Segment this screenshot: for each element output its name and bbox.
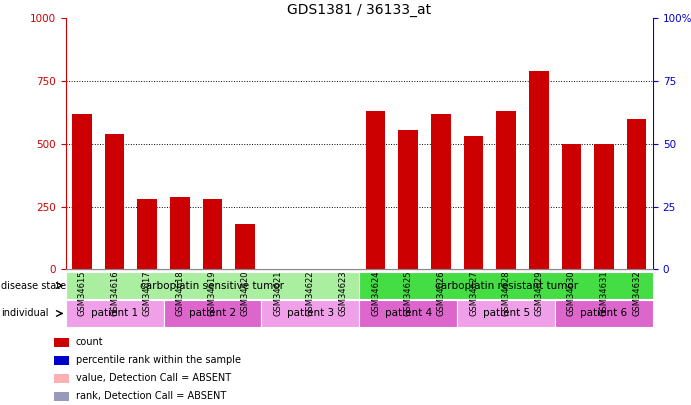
Text: percentile rank within the sample: percentile rank within the sample <box>76 355 240 365</box>
Text: carboplatin sensitive tumor: carboplatin sensitive tumor <box>140 281 285 290</box>
Bar <box>359 272 653 299</box>
Bar <box>54 373 69 382</box>
Text: patient 3: patient 3 <box>287 309 334 318</box>
Bar <box>138 199 157 269</box>
Bar <box>202 199 223 269</box>
Bar <box>66 300 164 327</box>
Bar <box>399 130 418 269</box>
Bar <box>594 144 614 269</box>
Text: carboplatin resistant tumor: carboplatin resistant tumor <box>435 281 578 290</box>
Text: count: count <box>76 337 103 347</box>
Text: rank, Detection Call = ABSENT: rank, Detection Call = ABSENT <box>76 391 226 401</box>
Bar <box>464 136 483 269</box>
Bar <box>164 300 261 327</box>
Bar <box>54 338 69 347</box>
Bar <box>627 119 647 269</box>
Bar <box>366 111 386 269</box>
Text: patient 5: patient 5 <box>482 309 530 318</box>
Title: GDS1381 / 36133_at: GDS1381 / 36133_at <box>287 3 431 17</box>
Bar <box>359 300 457 327</box>
Bar <box>236 224 255 269</box>
Bar <box>496 111 516 269</box>
Bar <box>555 300 653 327</box>
Bar <box>529 71 549 269</box>
Bar <box>54 392 69 401</box>
Bar <box>261 300 359 327</box>
Text: patient 6: patient 6 <box>580 309 627 318</box>
Text: patient 4: patient 4 <box>385 309 432 318</box>
Bar <box>105 134 124 269</box>
Text: value, Detection Call = ABSENT: value, Detection Call = ABSENT <box>76 373 231 383</box>
Bar <box>72 114 92 269</box>
Bar <box>431 114 451 269</box>
Bar <box>170 196 189 269</box>
Text: patient 1: patient 1 <box>91 309 138 318</box>
Bar <box>457 300 555 327</box>
Bar <box>54 356 69 364</box>
Bar <box>66 272 359 299</box>
Text: disease state: disease state <box>1 281 66 290</box>
Text: patient 2: patient 2 <box>189 309 236 318</box>
Text: individual: individual <box>1 309 48 318</box>
Bar <box>562 144 581 269</box>
